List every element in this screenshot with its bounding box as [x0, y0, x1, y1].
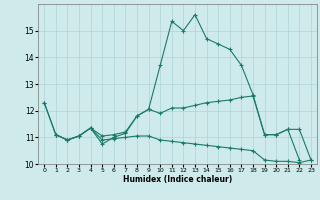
X-axis label: Humidex (Indice chaleur): Humidex (Indice chaleur)	[123, 175, 232, 184]
